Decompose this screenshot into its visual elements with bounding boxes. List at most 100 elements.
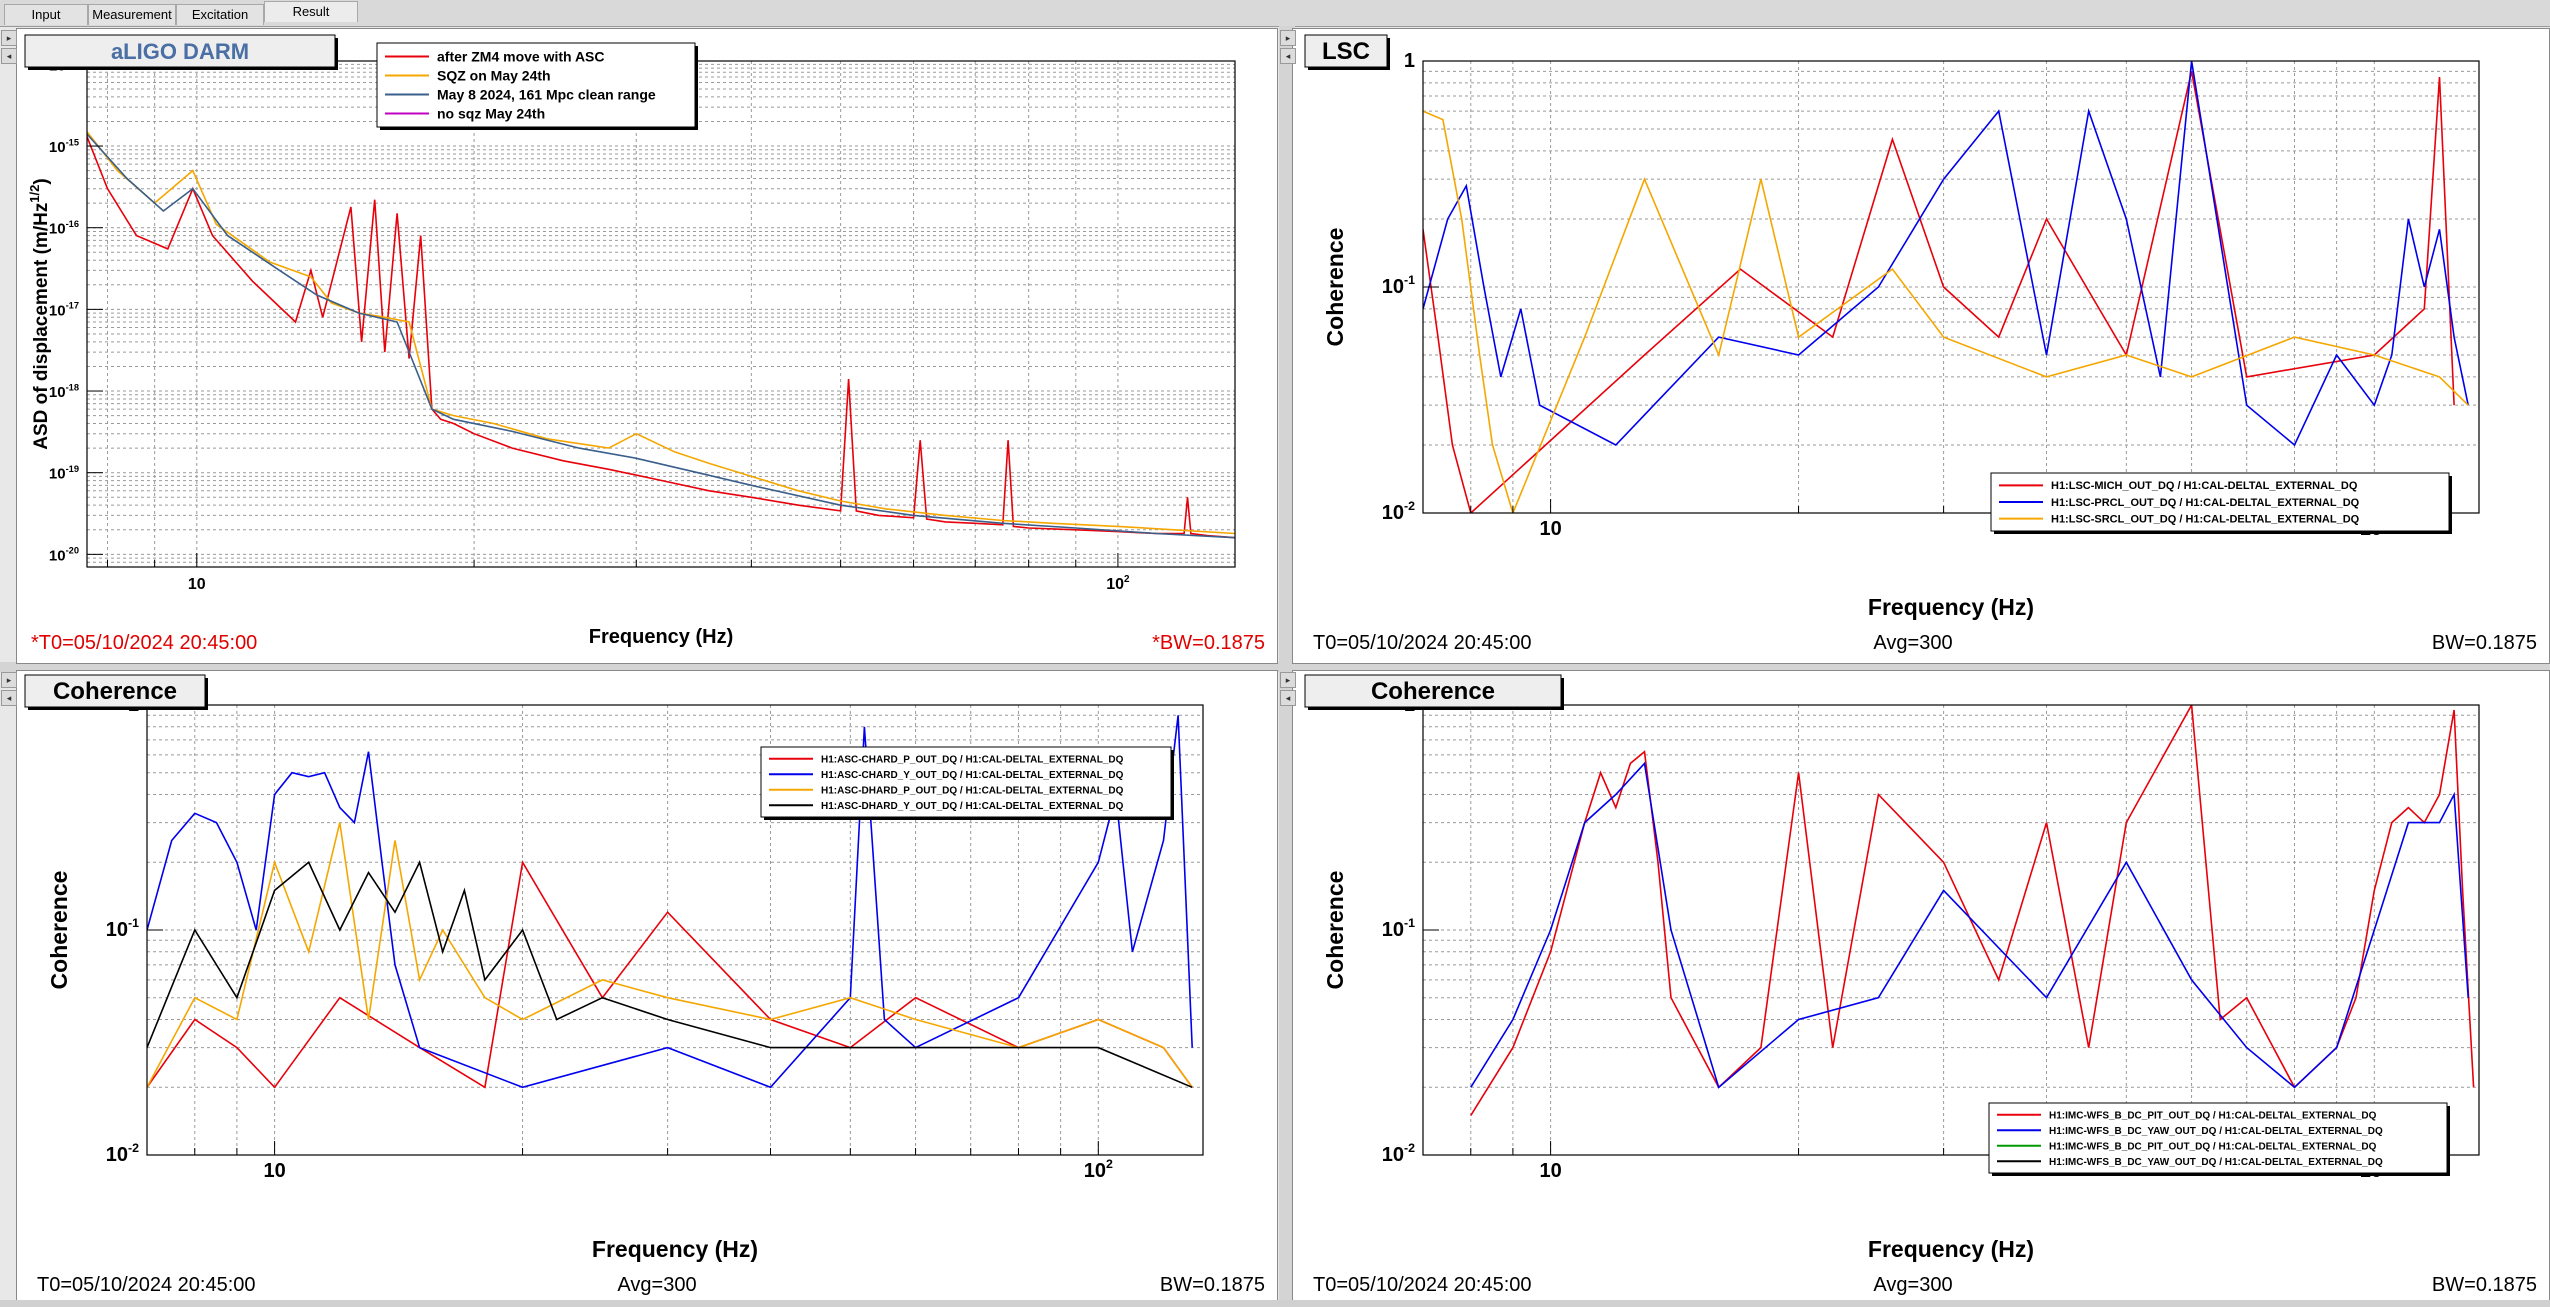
y-tick-label: 10-15 [49, 137, 79, 156]
footer-avg: Avg=300 [1873, 1274, 1952, 1296]
darm-chart: 1010210-1410-1510-1610-1710-1810-1910-20… [24, 34, 1265, 654]
footer-bw: BW=0.1875 [1160, 1274, 1265, 1296]
legend-box [376, 42, 696, 128]
x-axis-label: Frequency (Hz) [1868, 1236, 2034, 1262]
tab-result[interactable]: Result [264, 1, 358, 22]
legend-entry-2: SQZ on May 24th [437, 67, 551, 83]
legend-entry-1: H1:ASC-CHARD_P_OUT_DQ / H1:CAL-DELTAL_EX… [821, 754, 1124, 765]
series-line-2 [1470, 761, 2469, 1089]
tab-bar: Input Measurement Excitation Result [0, 0, 2550, 27]
legend-entry-3: May 8 2024, 161 Mpc clean range [437, 86, 656, 102]
legend-entry-2: H1:IMC-WFS_B_DC_YAW_OUT_DQ / H1:CAL-DELT… [2049, 1126, 2383, 1137]
y-tick-label: 10-18 [49, 382, 79, 401]
pad-arrow-left-1[interactable]: ◂ [1, 48, 17, 64]
title-box [1304, 674, 1562, 708]
footer-avg: Avg=300 [1873, 632, 1952, 654]
chart-title: aLIGO DARM [111, 39, 249, 64]
legend-entry-1: H1:LSC-MICH_OUT_DQ / H1:CAL-DELTAL_EXTER… [2051, 480, 2358, 492]
horizontal-splitter[interactable] [0, 662, 2550, 672]
legend-entry-4: H1:IMC-WFS_B_DC_YAW_OUT_DQ / H1:CAL-DELT… [2049, 1157, 2383, 1168]
y-tick-label: 10-20 [49, 546, 79, 565]
x-tick-label: 10 [188, 576, 206, 593]
y-tick-label: 10-2 [106, 1141, 139, 1166]
legend-entry-1: after ZM4 move with ASC [437, 48, 605, 64]
y-axis-label: Coherence [46, 871, 72, 990]
pad-arrow-right-2[interactable]: ▸ [1280, 30, 1296, 46]
pad-arrow-right-4[interactable]: ▸ [1280, 672, 1296, 688]
pad-arrow-right-1[interactable]: ▸ [1, 30, 17, 46]
legend-entry-1: H1:IMC-WFS_B_DC_PIT_OUT_DQ / H1:CAL-DELT… [2049, 1110, 2377, 1121]
footer-t0: *T0=05/10/2024 20:45:00 [31, 632, 257, 654]
series-line-4 [147, 860, 1193, 1089]
x-axis-label: Frequency (Hz) [592, 1236, 758, 1262]
legend-entry-3: H1:ASC-DHARD_P_OUT_DQ / H1:CAL-DELTAL_EX… [821, 785, 1124, 796]
chart-title: Coherence [53, 678, 177, 705]
plot-pad-darm: 1010210-1410-1510-1610-1710-1810-1910-20… [16, 28, 1278, 664]
footer-bw: BW=0.1875 [2432, 632, 2537, 654]
grid-lines [87, 61, 1235, 567]
series-line-2 [87, 131, 1235, 535]
x-tick-label: 102 [1084, 1157, 1113, 1182]
y-tick-label: 10-16 [49, 219, 79, 238]
pad-arrow-left-4[interactable]: ◂ [1280, 690, 1296, 706]
tab-excitation[interactable]: Excitation [176, 4, 264, 25]
y-tick-label: 10-2 [1382, 1141, 1415, 1166]
footer-t0: T0=05/10/2024 20:45:00 [37, 1274, 256, 1296]
footer-t0: T0=05/10/2024 20:45:00 [1313, 1274, 1532, 1296]
legend-entry-3: H1:IMC-WFS_B_DC_PIT_OUT_DQ / H1:CAL-DELT… [2049, 1141, 2377, 1152]
title-box [1304, 34, 1388, 68]
legend-entry-4: H1:ASC-DHARD_Y_OUT_DQ / H1:CAL-DELTAL_EX… [821, 801, 1124, 812]
x-tick-label: 10 [1539, 1160, 1561, 1182]
x-axis-label: Frequency (Hz) [589, 626, 733, 648]
series-line-3 [87, 133, 1235, 539]
series-line-1 [87, 136, 1235, 539]
chart-title: Coherence [1371, 678, 1495, 705]
status-strip [0, 1300, 2550, 1307]
y-axis-label: Coherence [1322, 871, 1348, 990]
tab-measurement[interactable]: Measurement [88, 4, 176, 25]
footer-t0: T0=05/10/2024 20:45:00 [1313, 632, 1532, 654]
series-line-2 [1423, 61, 2469, 447]
pad-arrow-right-3[interactable]: ▸ [1, 672, 17, 688]
legend-entry-4: no sqz May 24th [437, 105, 545, 121]
pad-arrow-left-2[interactable]: ◂ [1280, 48, 1296, 64]
y-tick-label: 10-2 [1382, 499, 1415, 524]
series-line-1 [1423, 71, 2455, 513]
x-tick-label: 102 [1106, 574, 1130, 593]
y-tick-label: 10-1 [1382, 273, 1415, 298]
y-tick-label: 10-1 [1382, 916, 1415, 941]
y-axis-label: ASD of displacement (m/Hz1/2) [27, 178, 52, 449]
series-line-3 [147, 822, 1193, 1088]
footer-bw: BW=0.1875 [2432, 1274, 2537, 1296]
legend-box [1990, 472, 2450, 532]
legend-box [760, 746, 1172, 818]
y-tick-label: 10-1 [106, 916, 139, 941]
legend-box [1988, 1102, 2448, 1174]
y-tick-label: 10-17 [49, 301, 79, 320]
y-tick-label: 10-19 [49, 464, 79, 483]
footer-avg: Avg=300 [617, 1274, 696, 1296]
plot-area [87, 61, 1235, 567]
title-box [24, 674, 206, 708]
legend-entry-2: H1:ASC-CHARD_Y_OUT_DQ / H1:CAL-DELTAL_EX… [821, 770, 1124, 781]
tab-input[interactable]: Input [4, 4, 88, 25]
footer-bw: *BW=0.1875 [1152, 632, 1265, 654]
y-axis-label: Coherence [1322, 228, 1348, 347]
x-axis-label: Frequency (Hz) [1868, 594, 2034, 620]
x-tick-label: 10 [263, 1160, 285, 1182]
pad-arrow-left-3[interactable]: ◂ [1, 690, 17, 706]
x-tick-label: 10 [1539, 518, 1561, 540]
legend-entry-2: H1:LSC-PRCL_OUT_DQ / H1:CAL-DELTAL_EXTER… [2051, 497, 2360, 509]
series-line-2 [147, 715, 1193, 1089]
chart-title: LSC [1322, 38, 1370, 65]
title-box [24, 34, 336, 68]
series-line-3 [1423, 110, 2469, 513]
legend-entry-3: H1:LSC-SRCL_OUT_DQ / H1:CAL-DELTAL_EXTER… [2051, 514, 2360, 526]
y-tick-label: 1 [1404, 50, 1415, 72]
